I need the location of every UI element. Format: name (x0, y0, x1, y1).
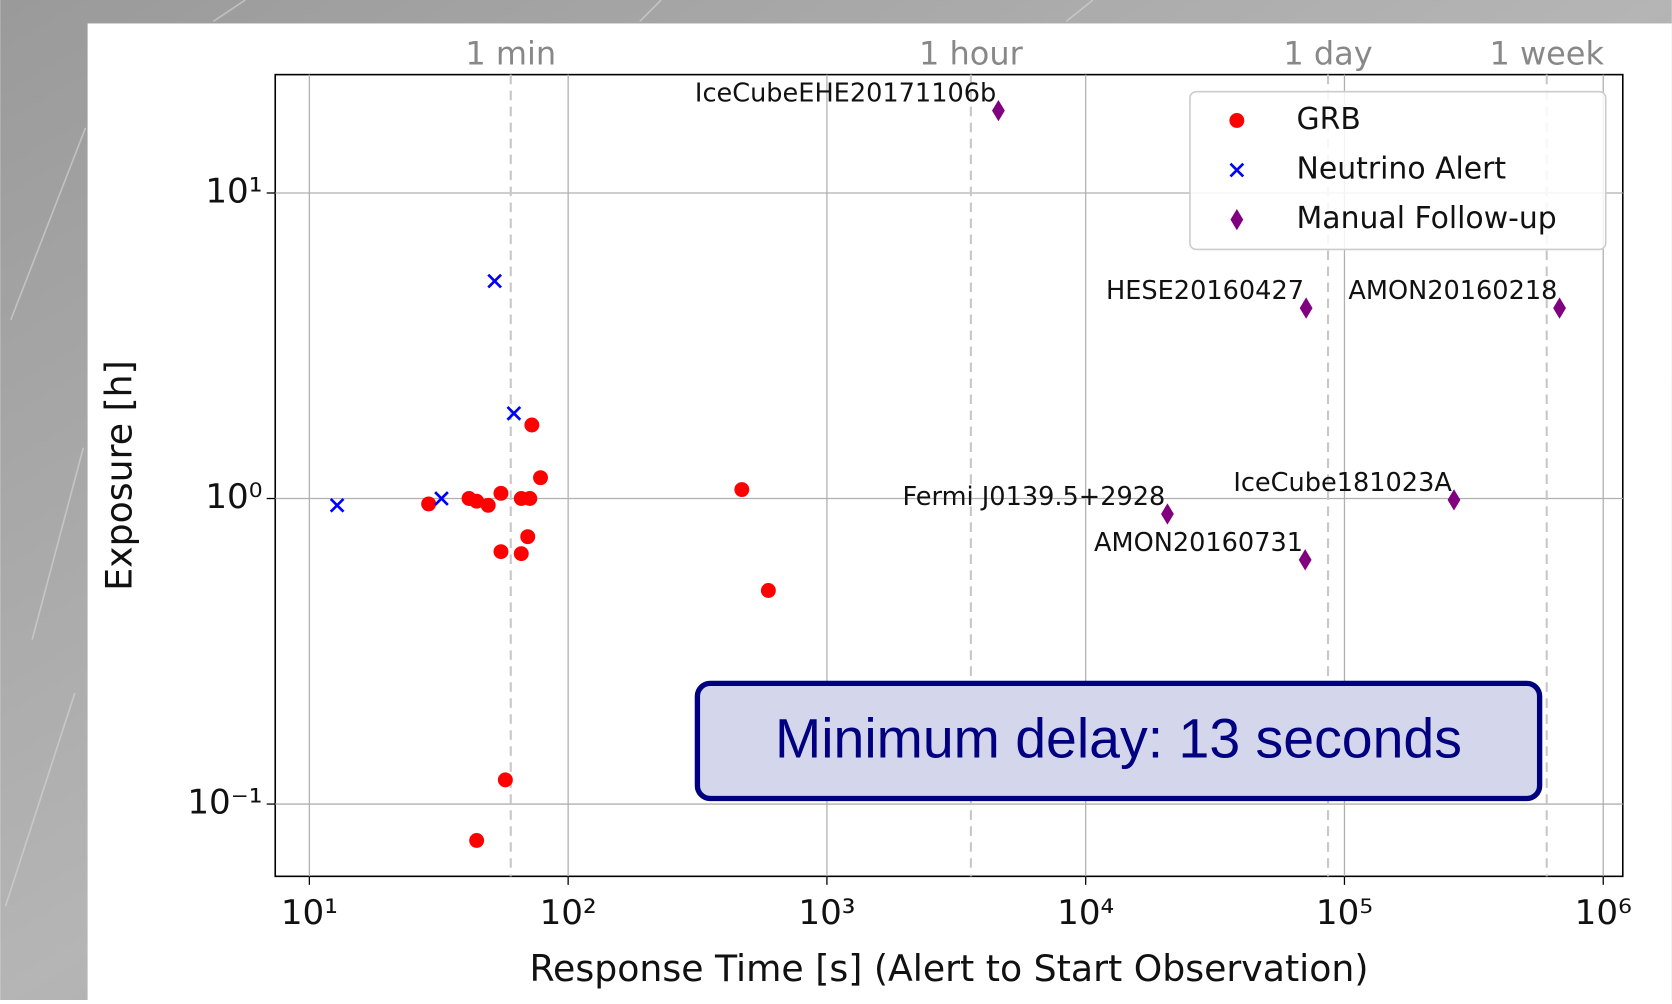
legend-swatch (1229, 113, 1245, 128)
point (434, 491, 449, 506)
legend-label: GRB (1297, 102, 1361, 137)
legend-swatch (1229, 162, 1245, 178)
point (533, 470, 548, 486)
y-tick-label: 10⁻¹ (187, 783, 262, 823)
legend-box (1189, 90, 1607, 251)
legend-label: Manual Follow-up (1297, 201, 1557, 236)
point-label: IceCube181023A (1233, 468, 1452, 498)
x-tick-label: 10⁵ (1316, 893, 1373, 933)
x-tick-label: 10⁴ (1057, 893, 1114, 933)
legend-marker (1229, 162, 1245, 178)
point (734, 482, 750, 498)
legend-label: Neutrino Alert (1297, 152, 1507, 187)
point (469, 493, 485, 509)
point-label: AMON20160218 (1348, 276, 1557, 306)
plot-frame (274, 73, 1624, 878)
point (522, 491, 538, 506)
x-tick-label: 10² (540, 893, 597, 933)
point-label: IceCubeEHE20171106b (695, 79, 996, 109)
point-label: HESE20160427 (1106, 276, 1304, 306)
x-axis-label: Response Time [s] (Alert to Start Observ… (529, 947, 1368, 990)
point (487, 273, 502, 289)
point-label: AMON20160731 (1094, 528, 1303, 558)
top-tick-label: 1 hour (919, 34, 1024, 72)
point-label: Fermi J0139.5+2928 (902, 482, 1165, 512)
point (992, 99, 1005, 122)
point (506, 406, 522, 421)
point (421, 496, 437, 512)
top-tick-label: 1 week (1489, 34, 1604, 72)
point (329, 497, 345, 513)
annotation-box (694, 680, 1543, 802)
point (493, 544, 509, 560)
point (524, 417, 540, 433)
point (760, 583, 776, 598)
point (469, 833, 485, 848)
top-tick-label: 1 day (1283, 34, 1372, 72)
point (497, 772, 513, 788)
point (520, 529, 536, 545)
y-axis-label: Exposure [h] (98, 360, 141, 590)
y-tick-label: 10⁰ (205, 477, 262, 517)
point (480, 497, 496, 513)
annotation-text: Minimum delay: 13 seconds (775, 708, 1462, 770)
y-tick-label: 10¹ (205, 171, 262, 211)
legend-marker (1229, 113, 1245, 128)
top-tick-label: 1 min (465, 34, 556, 72)
background-streaks (4, 0, 1094, 907)
x-tick-label: 10³ (798, 893, 855, 933)
point (493, 485, 509, 501)
x-tick-label: 10⁶ (1575, 893, 1632, 933)
point (513, 546, 529, 562)
x-tick-label: 10¹ (281, 893, 338, 933)
